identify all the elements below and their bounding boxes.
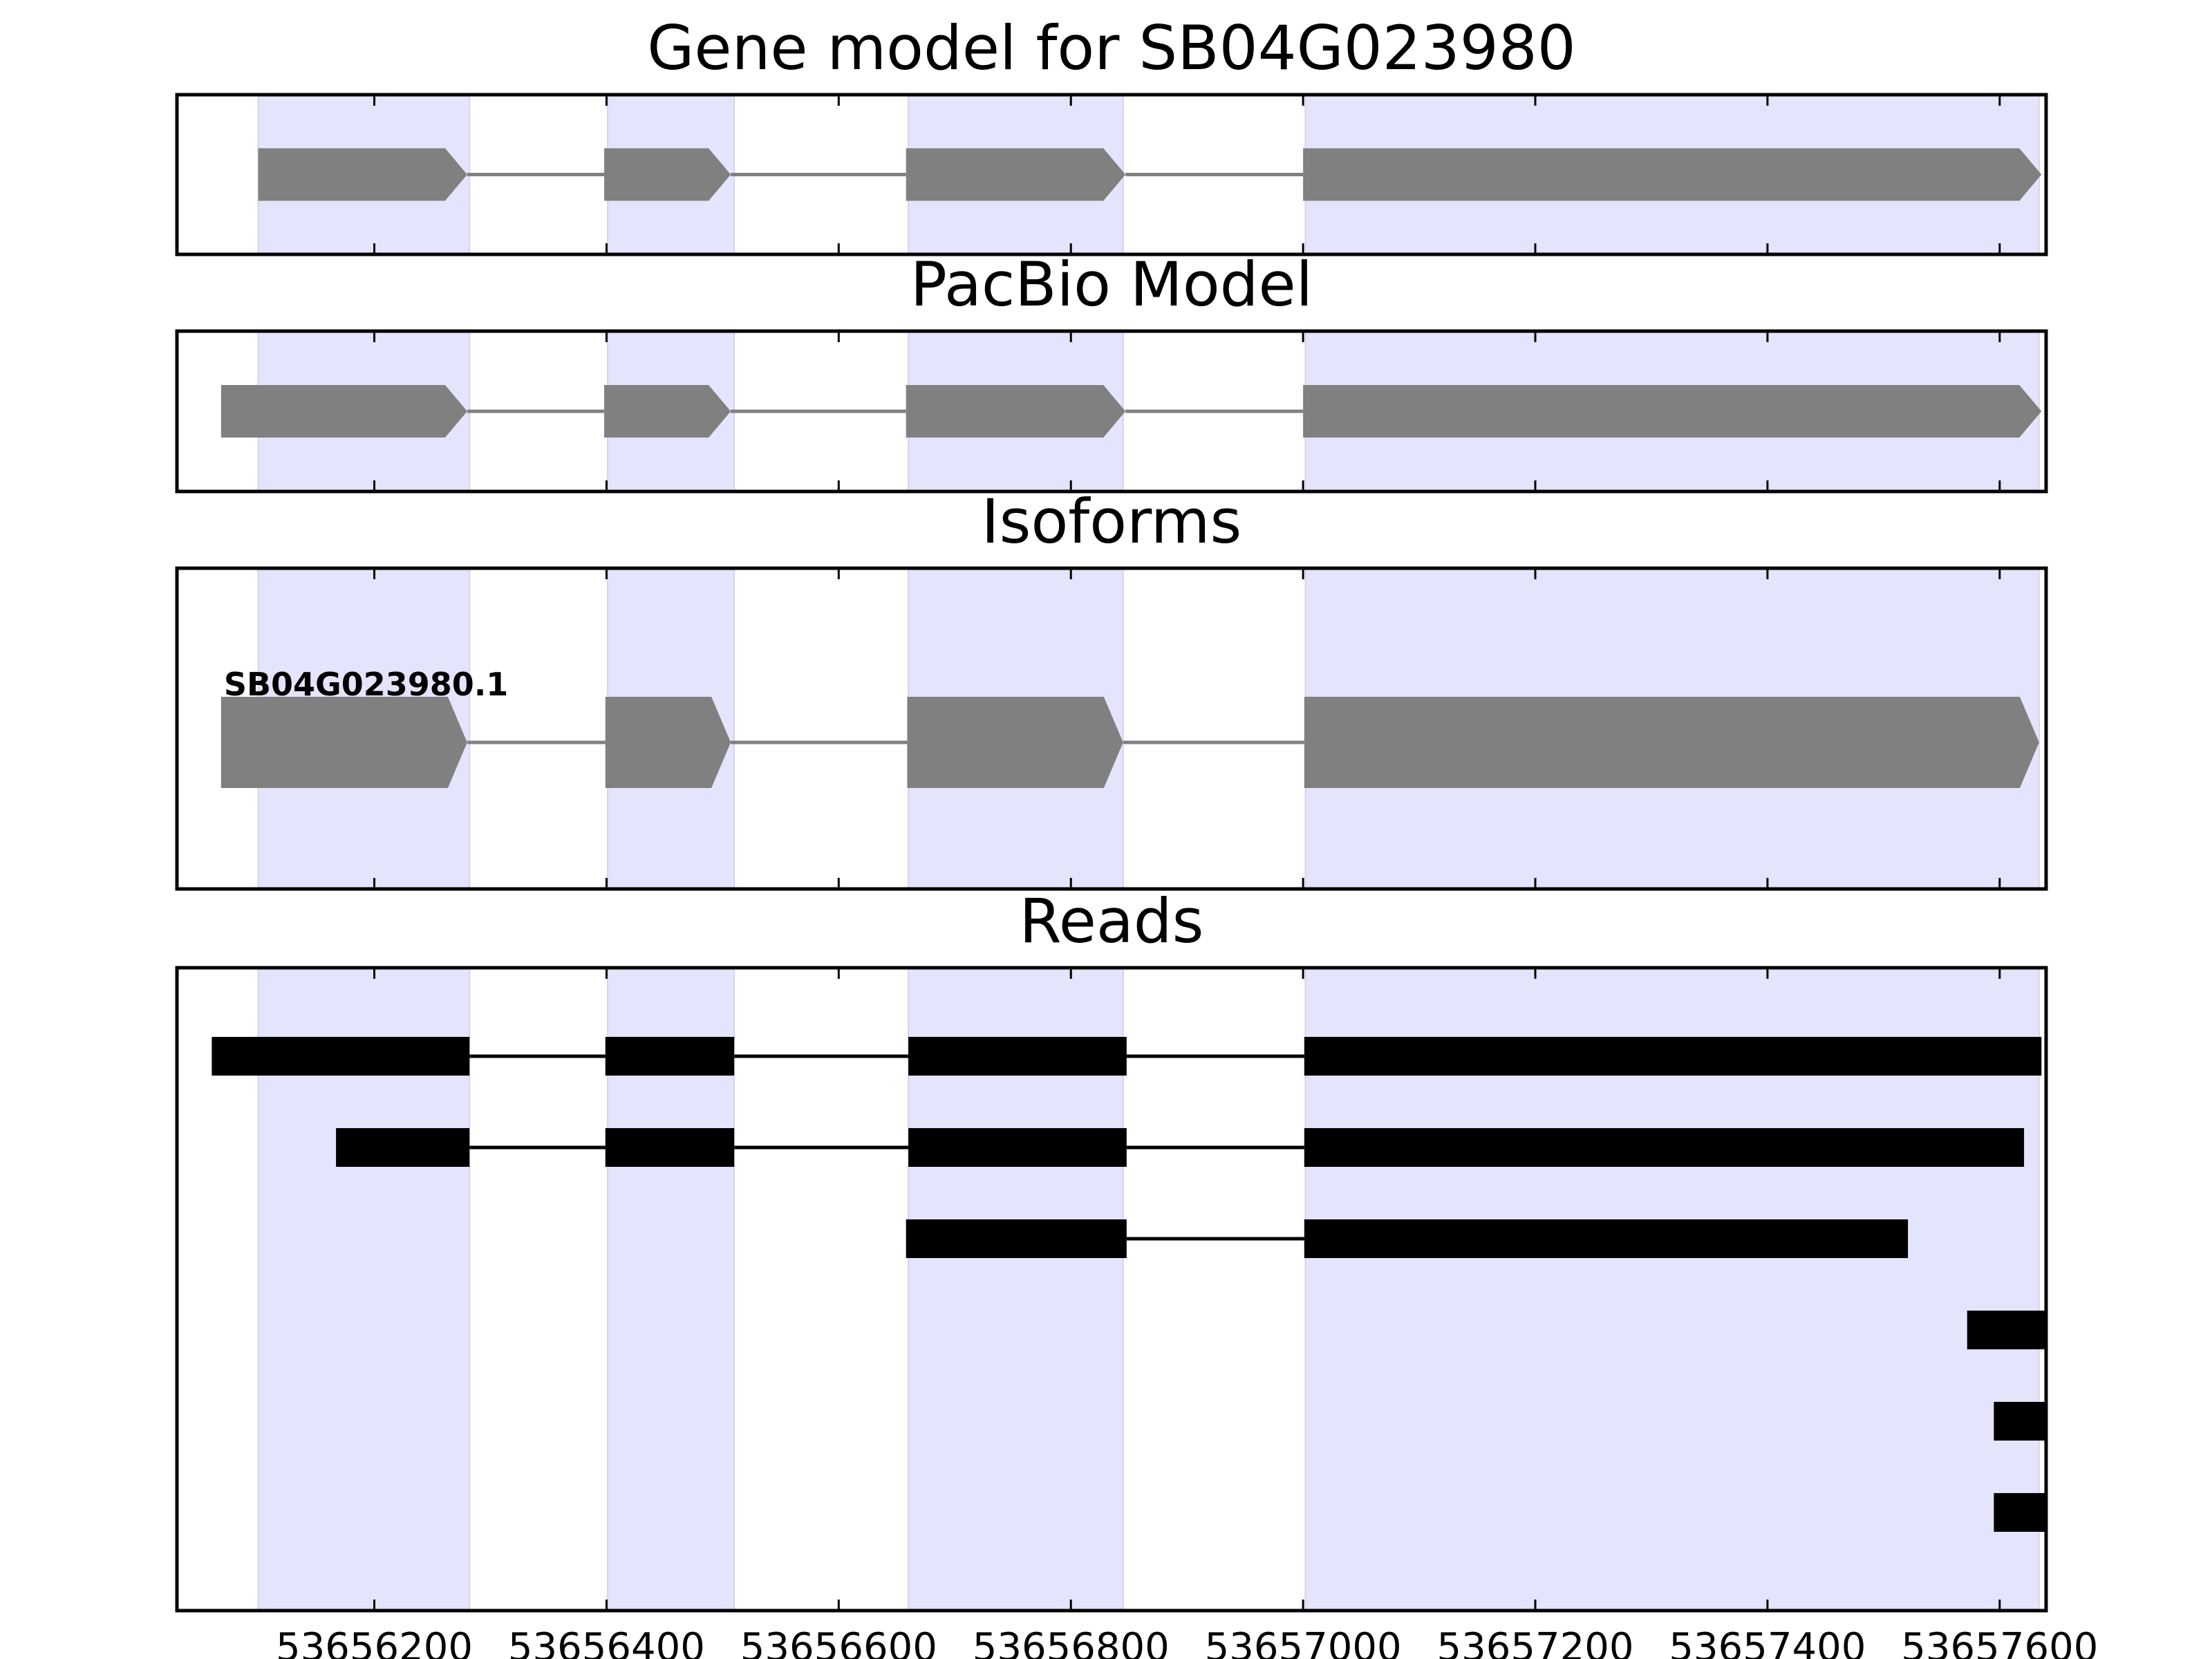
- isoform-exon-arrow: [1304, 697, 2039, 788]
- read-segment: [1304, 1037, 2042, 1076]
- x-tick-label: 53657400: [1669, 1625, 1866, 1659]
- panel-title: Gene model for SB04G023980: [647, 12, 1576, 84]
- panel-title: Reads: [1020, 885, 1204, 957]
- read-segment: [1994, 1493, 2046, 1532]
- exon-arrow: [1303, 148, 2042, 201]
- read-segment: [605, 1128, 735, 1167]
- read-6: [1994, 1493, 2046, 1532]
- read-segment: [336, 1128, 470, 1167]
- read-segment: [1304, 1128, 2025, 1167]
- read-4: [1967, 1311, 2046, 1349]
- x-tick-label: 53657000: [1205, 1625, 1402, 1659]
- read-5: [1994, 1402, 2046, 1441]
- panel-model-1: PacBio Model: [175, 249, 2048, 494]
- panel-model-0: Gene model for SB04G023980: [175, 12, 2048, 256]
- panel-reads-3: Reads: [175, 885, 2048, 1613]
- read-segment: [908, 1037, 1127, 1076]
- exon-arrow: [906, 148, 1126, 201]
- isoform-exon-arrow: [907, 697, 1123, 788]
- panel-title: PacBio Model: [910, 249, 1313, 320]
- exon-arrow: [221, 385, 467, 438]
- isoform-exon-arrow: [605, 697, 731, 788]
- exon-arrow: [1303, 385, 2042, 438]
- exon-arrow: [604, 385, 731, 438]
- exon-arrow: [906, 385, 1126, 438]
- panel-isoforms-2: SB04G023980.1 Isoforms: [175, 486, 2048, 891]
- panel-frame: [175, 329, 2048, 494]
- read-segment: [605, 1037, 735, 1076]
- read-segment: [212, 1037, 470, 1076]
- read-segment: [1967, 1311, 2046, 1349]
- read-1: [212, 1037, 2042, 1076]
- read-segment: [906, 1219, 1127, 1258]
- isoform-exon-arrow: [221, 697, 467, 788]
- isoform-label: SB04G023980.1: [224, 666, 508, 703]
- panel-title: Isoforms: [982, 486, 1242, 557]
- panel-frame: [175, 566, 2048, 891]
- read-segment: [1304, 1219, 1909, 1258]
- read-2: [336, 1128, 2025, 1167]
- panel-frame: [175, 93, 2048, 256]
- x-tick-label: 53657200: [1437, 1625, 1634, 1659]
- x-tick-label: 53656400: [508, 1625, 705, 1659]
- exon-arrow: [258, 148, 467, 201]
- exon-arrow: [604, 148, 731, 201]
- read-3: [906, 1219, 1909, 1258]
- read-segment: [1994, 1402, 2046, 1441]
- x-tick-label: 53656200: [276, 1625, 473, 1659]
- x-tick-label: 53656600: [740, 1625, 937, 1659]
- x-tick-label: 53656800: [973, 1625, 1170, 1659]
- panel-frame: [175, 966, 2048, 1613]
- x-tick-label: 53657600: [1901, 1625, 2098, 1659]
- read-segment: [908, 1128, 1127, 1167]
